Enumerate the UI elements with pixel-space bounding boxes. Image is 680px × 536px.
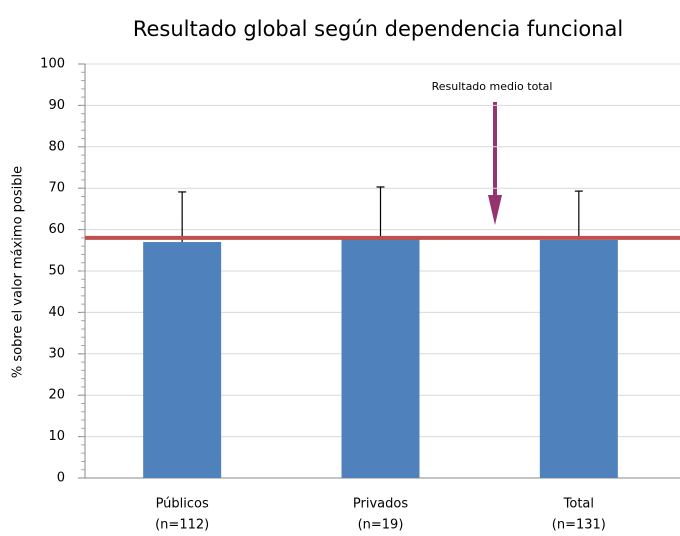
x-tick-label: (n=112)	[155, 518, 209, 533]
error-bar	[178, 191, 187, 243]
x-tick-label: (n=19)	[358, 518, 404, 533]
error-bar	[376, 186, 385, 238]
y-tick-label: 70	[48, 181, 65, 196]
y-tick-label: 50	[48, 264, 65, 279]
y-tick-label: 100	[40, 57, 65, 72]
y-tick-label: 20	[48, 388, 65, 403]
x-tick-label: (n=131)	[552, 518, 606, 533]
bar	[143, 242, 222, 478]
chart-title: Resultado global según dependencia funci…	[133, 17, 623, 41]
annotation: Resultado medio total	[432, 80, 553, 93]
x-tick-label: Privados	[353, 497, 408, 512]
bar	[341, 237, 420, 478]
y-axis-title: % sobre el valor máximo posible	[11, 166, 26, 378]
x-tick-label: Total	[563, 497, 594, 512]
x-tick-label: Públicos	[156, 497, 209, 512]
y-tick-label: 10	[48, 429, 65, 444]
y-tick-label: 0	[57, 471, 65, 486]
y-tick-label: 60	[48, 222, 65, 237]
arrow	[488, 102, 502, 225]
bar	[539, 239, 618, 478]
y-tick-label: 30	[48, 346, 65, 361]
y-tick-label: 90	[48, 98, 65, 113]
y-tick-label: 80	[48, 139, 65, 154]
y-tick-label: 40	[48, 305, 65, 320]
error-bar	[574, 190, 583, 240]
